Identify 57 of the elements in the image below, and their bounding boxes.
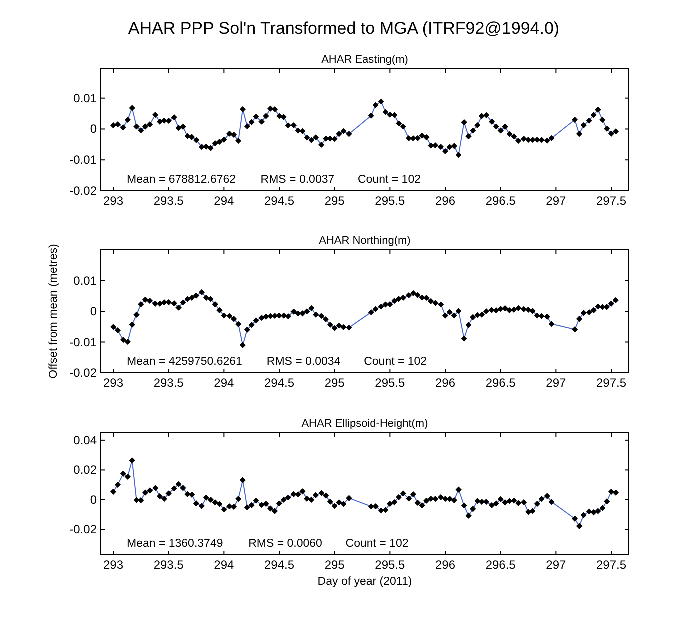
x-tick-label: 294.5 xyxy=(264,194,295,208)
x-tick-label: 293 xyxy=(103,558,124,572)
y-tick-label: 0.02 xyxy=(74,463,98,478)
y-axis-title: Offset from mean (metres) xyxy=(48,244,60,379)
x-tick-label: 295.5 xyxy=(375,558,406,572)
annotation: RMS = 0.0034 xyxy=(266,356,342,368)
annotation: Count = 102 xyxy=(358,174,421,186)
y-tick-label: -0.01 xyxy=(70,153,98,168)
annotation: Mean = 4259750.6261 xyxy=(127,356,242,368)
chart-title: AHAR PPP Sol'n Transformed to MGA (ITRF92@1994.0) xyxy=(128,19,560,38)
x-tick-label: 297 xyxy=(546,376,567,390)
x-tick-label: 296.5 xyxy=(486,558,516,572)
annotation: RMS = 0.0060 xyxy=(248,538,322,550)
y-tick-label: -0.02 xyxy=(70,522,98,537)
y-tick-label: 0.04 xyxy=(74,433,98,448)
annotation: RMS = 0.0037 xyxy=(260,174,335,186)
y-tick-label: -0.01 xyxy=(70,335,98,350)
y-tick-label: -0.02 xyxy=(70,366,98,380)
x-tick-label: 295.5 xyxy=(375,376,406,390)
y-tick-label: 0 xyxy=(90,122,98,136)
x-tick-label: 297.5 xyxy=(596,194,627,208)
x-tick-label: 294 xyxy=(214,194,235,208)
x-tick-label: 293.5 xyxy=(154,558,184,572)
x-tick-label: 294 xyxy=(214,558,235,572)
annotation: Mean = 1360.3749 xyxy=(127,538,224,550)
x-tick-label: 294.5 xyxy=(264,376,295,390)
annotation: Mean = 678812.6762 xyxy=(127,174,236,186)
x-tick-label: 296.5 xyxy=(486,376,516,390)
chart-title: AHAR Northing(m) xyxy=(319,235,411,247)
chart-subtitle: AHAR Easting(m) xyxy=(322,54,408,66)
x-tick-label: 295 xyxy=(324,194,346,208)
x-tick-label: 296 xyxy=(435,376,456,390)
x-tick-label: 293 xyxy=(103,194,124,208)
x-tick-label: 295 xyxy=(324,376,346,390)
x-axis-title: Day of year (2011) xyxy=(318,576,412,588)
y-tick-label: 0.01 xyxy=(74,274,98,288)
x-tick-label: 297 xyxy=(546,558,567,572)
y-tick-label: -0.02 xyxy=(70,184,98,198)
x-tick-label: 293 xyxy=(103,376,124,390)
x-tick-label: 293.5 xyxy=(154,376,184,390)
x-tick-label: 294 xyxy=(214,376,235,390)
x-tick-label: 296.5 xyxy=(486,194,516,208)
x-tick-label: 294.5 xyxy=(264,558,295,572)
annotation: Count = 102 xyxy=(346,538,409,550)
annotation: Count = 102 xyxy=(364,356,428,368)
x-tick-label: 297.5 xyxy=(596,558,627,572)
x-tick-label: 295.5 xyxy=(375,194,406,208)
x-tick-label: 295 xyxy=(324,558,346,572)
x-tick-label: 296 xyxy=(435,194,456,208)
y-tick-label: 0 xyxy=(90,492,98,507)
x-tick-label: 297.5 xyxy=(596,376,627,390)
chart-title: AHAR Ellipsoid-Height(m) xyxy=(302,418,428,430)
x-tick-label: 297 xyxy=(546,194,567,208)
y-tick-label: 0.01 xyxy=(74,91,98,106)
x-tick-label: 293.5 xyxy=(154,194,184,208)
y-tick-label: 0 xyxy=(90,304,98,318)
x-tick-label: 296 xyxy=(435,558,456,572)
